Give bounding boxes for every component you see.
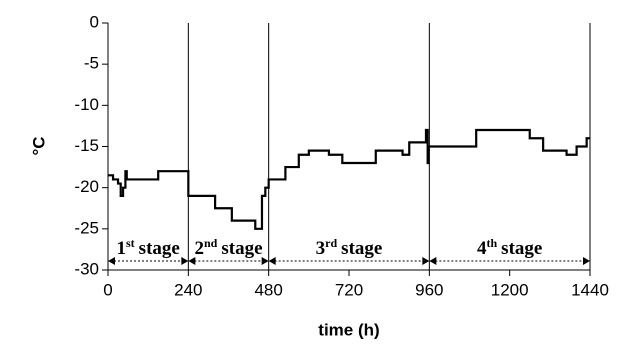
stage-number: 2 xyxy=(194,238,204,259)
arrow-head xyxy=(429,257,437,265)
stage-number: 1 xyxy=(117,238,127,259)
x-tick-label: 1200 xyxy=(491,280,529,299)
temperature-line xyxy=(108,128,590,230)
arrow-head xyxy=(108,257,115,265)
stage-label: 3rd stage xyxy=(316,236,383,260)
x-tick-label: 960 xyxy=(415,280,443,299)
stage-text: stage xyxy=(341,238,382,259)
stage-number: 3 xyxy=(316,238,326,259)
stage-suffix: nd xyxy=(204,236,218,250)
y-tick-label: -5 xyxy=(84,54,99,73)
stage-text: stage xyxy=(139,238,180,259)
y-tick-label: -25 xyxy=(74,218,99,237)
x-axis-label: time (h) xyxy=(318,320,379,339)
stage-text: stage xyxy=(221,238,262,259)
stage-label: 1st stage xyxy=(117,236,180,260)
stage-label: 4th stage xyxy=(477,236,542,260)
arrow-head xyxy=(181,257,189,265)
arrow-head xyxy=(422,257,430,265)
stage-suffix: rd xyxy=(325,236,337,250)
stage-text: stage xyxy=(501,238,542,259)
stage-suffix: st xyxy=(126,236,135,250)
arrow-head xyxy=(261,257,269,265)
arrow-head xyxy=(188,257,196,265)
stage-number: 4 xyxy=(477,238,487,259)
stage-suffix: th xyxy=(487,236,498,250)
x-tick-label: 720 xyxy=(335,280,363,299)
x-tick-label: 0 xyxy=(103,280,112,299)
stage-label: 2nd stage xyxy=(194,236,262,260)
x-tick-label: 240 xyxy=(174,280,202,299)
y-axis-label: °C xyxy=(29,136,48,155)
y-tick-label: -10 xyxy=(74,95,99,114)
x-tick-label: 480 xyxy=(254,280,282,299)
arrow-head xyxy=(583,257,590,265)
y-tick-label: -20 xyxy=(74,177,99,196)
y-tick-label: 0 xyxy=(90,12,99,31)
y-tick-label: -15 xyxy=(74,136,99,155)
x-tick-label: 1440 xyxy=(571,280,609,299)
y-tick-label: -30 xyxy=(74,259,99,278)
arrow-head xyxy=(268,257,276,265)
